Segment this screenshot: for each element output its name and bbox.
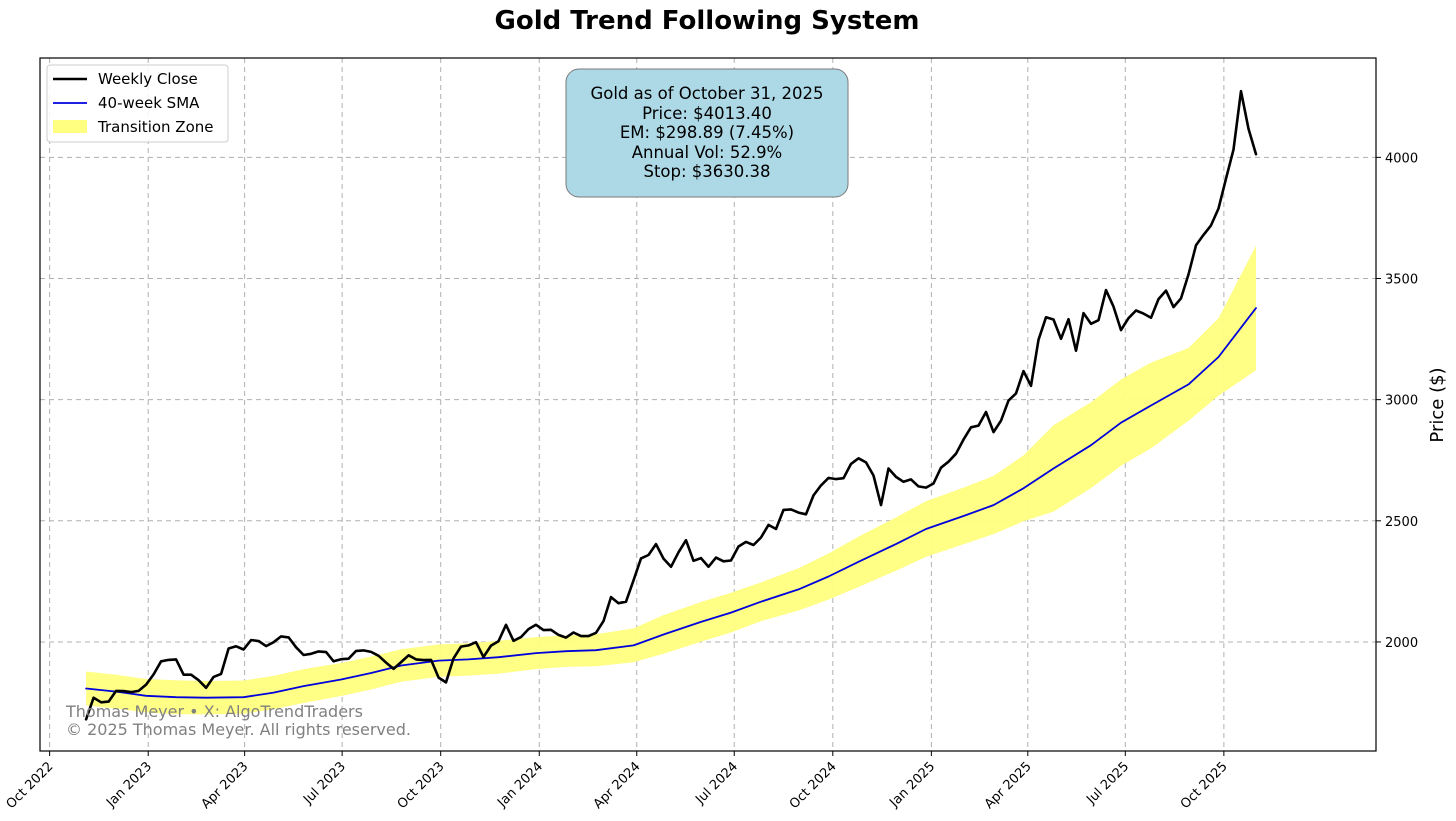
- y-tick-label: 2000: [1385, 636, 1418, 651]
- legend-zone-label: Transition Zone: [97, 118, 214, 136]
- watermark-line-1: Thomas Meyer • X: AlgoTrendTraders: [65, 702, 363, 721]
- legend-zone-swatch: [53, 120, 87, 133]
- info-box-line-price: Price: $4013.40: [642, 104, 772, 123]
- y-tick-label: 2500: [1385, 515, 1418, 530]
- legend-sma-label: 40-week SMA: [98, 94, 200, 112]
- transition-zone-band: [86, 245, 1257, 715]
- transition-zone-layer: [86, 245, 1257, 715]
- info-box-background: [565, 68, 849, 198]
- watermark: Thomas Meyer • X: AlgoTrendTraders © 202…: [65, 702, 411, 739]
- y-axis-label: Price ($): [1427, 367, 1448, 442]
- y-tick-label: 4000: [1385, 151, 1418, 166]
- y-axis: 2000 2500 3000 3500 4000: [1376, 151, 1418, 651]
- sma-layer: [85, 307, 1257, 699]
- close-layer: [84, 89, 1258, 721]
- weekly-close-line: [84, 89, 1258, 721]
- info-box: Gold as of October 31, 2025 Price: $4013…: [565, 68, 849, 198]
- watermark-line-2: © 2025 Thomas Meyer. All rights reserved…: [66, 720, 411, 739]
- chart-title: Gold Trend Following System: [495, 6, 920, 36]
- info-box-line-em: EM: $298.89 (7.45%): [620, 123, 794, 142]
- info-box-line-date: Gold as of October 31, 2025: [590, 84, 823, 103]
- legend-weekly-close-label: Weekly Close: [98, 70, 198, 88]
- info-box-line-vol: Annual Vol: 52.9%: [632, 143, 783, 162]
- legend: Weekly Close 40-week SMA Transition Zone: [46, 64, 229, 143]
- legend-frame: [46, 64, 229, 143]
- y-tick-label: 3000: [1385, 394, 1418, 409]
- y-tick-label: 3500: [1385, 273, 1418, 288]
- info-box-line-stop: Stop: $3630.38: [643, 162, 770, 181]
- sma-line: [85, 307, 1257, 699]
- plot-frame: [39, 57, 1377, 752]
